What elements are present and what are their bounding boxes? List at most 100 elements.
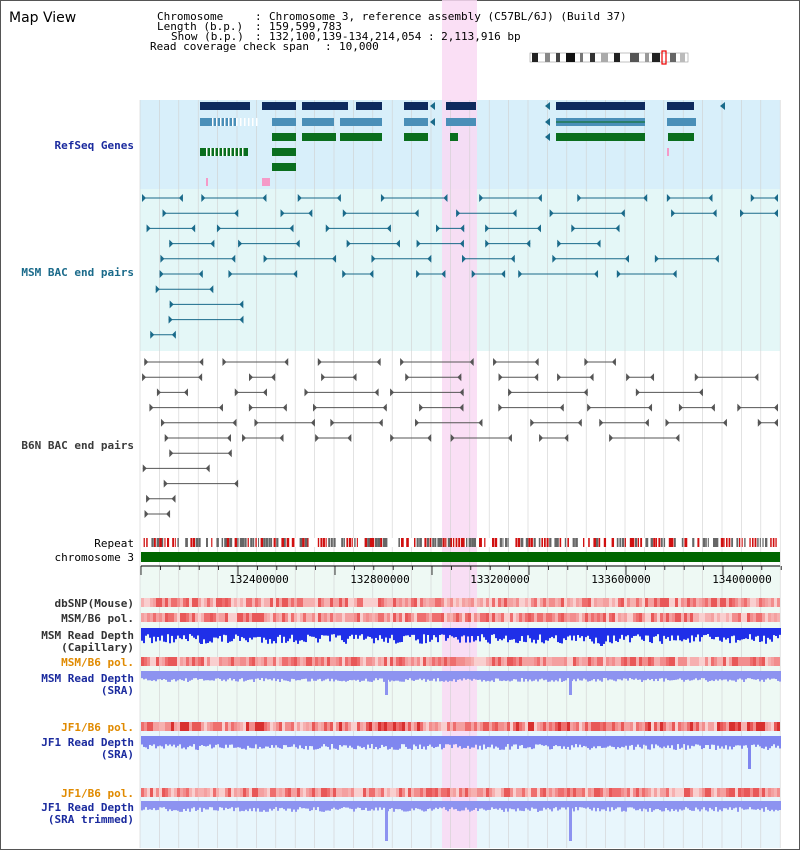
jf1-pol2-cell	[180, 788, 183, 797]
msm-pol2-cell	[339, 657, 342, 666]
heatmap-tracks[interactable]	[141, 598, 780, 797]
msm-cap-depth-bar	[611, 628, 613, 644]
b6n-bac-pair-end	[317, 358, 322, 366]
jf1-pol-cell	[231, 722, 234, 731]
jf1-sra-depth-bar	[723, 736, 725, 749]
msm-pol-cell	[591, 613, 594, 622]
dbsnp-cell	[681, 598, 684, 607]
b6n-bac-pair-end	[144, 510, 149, 518]
msm-pol-cell	[711, 613, 714, 622]
jf1-trim-depth-bar	[211, 801, 213, 808]
jf1-trim-depth-bar	[475, 801, 477, 809]
jf1-pol-cell	[342, 722, 345, 731]
jf1-pol2-cell	[576, 788, 579, 797]
msm-pol2-cell	[147, 657, 150, 666]
dbsnp-cell	[726, 598, 729, 607]
msm-pol-cell	[489, 613, 492, 622]
jf1-sra-depth-bar	[407, 736, 409, 749]
jf1-sra-depth-bar	[559, 736, 561, 747]
jf1-pol-cell	[603, 722, 606, 731]
msm-cap-depth-bar	[665, 628, 667, 639]
jf1-trim-depth-bar	[199, 801, 201, 808]
jf1-sra-depth-bar	[145, 736, 147, 748]
jf1-trim-depth-bar	[201, 801, 203, 812]
jf1-pol-cell	[582, 722, 585, 731]
msm-pol-cell	[585, 613, 588, 622]
msm-pol2-cell	[705, 657, 708, 666]
jf1-sra-depth-bar	[663, 736, 665, 747]
msm-pol2-cell	[774, 657, 777, 666]
msm-pol2-cell	[423, 657, 426, 666]
selection-highlight[interactable]	[442, 0, 477, 848]
repeat-element	[715, 538, 719, 547]
jf1-pol2-cell	[474, 788, 477, 797]
jf1-pol2-cell	[255, 788, 258, 797]
dbsnp-cell	[588, 598, 591, 607]
track-label-jf1-read-sra: JF1 Read Depth	[41, 736, 134, 749]
jf1-trim-depth-bar	[673, 801, 675, 811]
jf1-pol2-cell	[624, 788, 627, 797]
jf1-pol2-cell	[510, 788, 513, 797]
dbsnp-cell	[705, 598, 708, 607]
jf1-sra-depth-bar	[715, 736, 717, 750]
jf1-pol2-cell	[462, 788, 465, 797]
msm-cap-depth-bar	[707, 628, 709, 635]
chromosome-ideogram[interactable]	[529, 50, 689, 65]
jf1-trim-depth-bar	[533, 801, 535, 809]
repeat-element	[265, 538, 268, 547]
msm-bac-pair-end	[178, 194, 183, 202]
msm-pol2-cell	[381, 657, 384, 666]
b6n-bac-track[interactable]	[142, 358, 778, 518]
jf1-sra-depth-bar	[445, 736, 447, 745]
jf1-trim-depth-bar	[579, 801, 581, 808]
msm-pol2-cell	[345, 657, 348, 666]
jf1-pol2-cell	[441, 788, 444, 797]
msm-cap-depth-bar	[391, 628, 393, 635]
msm-cap-depth-bar	[717, 628, 719, 637]
jf1-trim-depth-bar	[431, 801, 433, 811]
repeat-element	[770, 538, 772, 547]
jf1-trim-depth-bar	[525, 801, 527, 809]
jf1-sra-depth-bar	[315, 736, 317, 750]
repeat-element	[174, 538, 176, 547]
msm-pol2-cell	[399, 657, 402, 666]
refseq-gene	[302, 102, 348, 110]
jf1-sra-depth-bar	[561, 736, 563, 749]
msm-bac-track[interactable]	[142, 194, 778, 339]
msm-bac-pair-end	[594, 270, 599, 278]
read-depth-tracks[interactable]	[141, 628, 781, 841]
jf1-pol2-cell	[438, 788, 441, 797]
jf1-pol-cell	[276, 722, 279, 731]
jf1-sra-depth-bar	[253, 736, 255, 749]
jf1-sra-depth-bar	[215, 736, 217, 745]
dbsnp-cell	[696, 598, 699, 607]
msm-cap-depth-bar	[535, 628, 537, 644]
jf1-sra-depth-bar	[201, 736, 203, 746]
jf1-sra-depth-bar	[775, 736, 777, 748]
msm-pol-cell	[225, 613, 228, 622]
jf1-sra-depth-bar	[637, 736, 639, 745]
msm-pol-cell	[486, 613, 489, 622]
msm-sra-depth-bar	[221, 671, 223, 681]
msm-cap-depth-bar	[721, 628, 723, 642]
msm-cap-depth-bar	[649, 628, 651, 643]
jf1-trim-depth-bar	[507, 801, 509, 812]
msm-sra-depth-bar	[227, 671, 229, 680]
msm-pol2-cell	[435, 657, 438, 666]
msm-pol2-cell	[606, 657, 609, 666]
repeat-element	[156, 538, 160, 547]
repeat-element	[242, 538, 245, 547]
msm-pol2-cell	[630, 657, 633, 666]
jf1-trim-depth-bar	[733, 801, 735, 809]
jf1-trim-depth-bar	[517, 801, 519, 809]
msm-sra-depth-bar	[205, 671, 207, 681]
jf1-pol-cell	[774, 722, 777, 731]
repeat-element	[273, 538, 276, 547]
repeat-track[interactable]	[141, 538, 780, 547]
msm-pol2-cell	[372, 657, 375, 666]
msm-pol2-cell	[300, 657, 303, 666]
msm-cap-depth-bar	[509, 628, 511, 640]
jf1-pol-cell	[594, 722, 597, 731]
refseq-genes-track[interactable]	[200, 102, 725, 186]
